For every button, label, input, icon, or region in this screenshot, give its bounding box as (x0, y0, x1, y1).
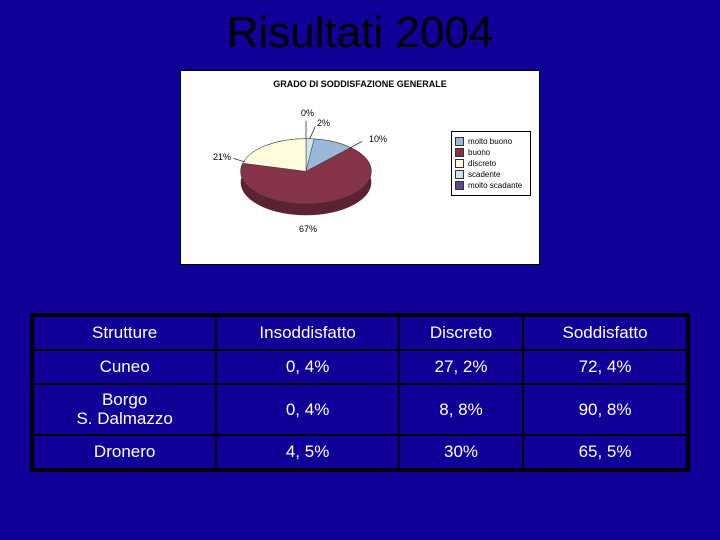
cell-value: 90, 8% (523, 384, 688, 435)
legend-swatch-icon (455, 181, 464, 190)
results-table-container: Strutture Insoddisfatto Discreto Soddisf… (30, 313, 690, 472)
cell-value: 72, 4% (523, 350, 688, 384)
cell-struttura: Dronero (32, 435, 216, 470)
pie-chart-panel: GRADO DI SODDISFAZIONE GENERALE 0% 2% 10… (180, 70, 540, 265)
col-soddisfatto: Soddisfatto (523, 315, 688, 350)
table-header-row: Strutture Insoddisfatto Discreto Soddisf… (32, 315, 688, 350)
cell-value: 65, 5% (523, 435, 688, 470)
legend-item: scadente (455, 170, 527, 179)
legend-swatch-icon (455, 148, 464, 157)
legend-item: molto buono (455, 137, 527, 146)
table-row: BorgoS. Dalmazzo 0, 4% 8, 8% 90, 8% (32, 384, 688, 435)
cell-struttura: Cuneo (32, 350, 216, 384)
col-discreto: Discreto (399, 315, 523, 350)
cell-value: 0, 4% (216, 384, 399, 435)
legend-label: discreto (468, 159, 496, 168)
chart-legend: molto buono buono discreto scadente molt… (451, 131, 531, 196)
chart-title: GRADO DI SODDISFAZIONE GENERALE (181, 71, 539, 89)
col-strutture: Strutture (32, 315, 216, 350)
slice-label-discreto: 21% (213, 152, 231, 162)
legend-swatch-icon (455, 159, 464, 168)
page-title: Risultati 2004 (0, 0, 720, 58)
legend-item: buono (455, 148, 527, 157)
legend-swatch-icon (455, 170, 464, 179)
legend-label: buono (468, 148, 490, 157)
table-row: Dronero 4, 5% 30% 65, 5% (32, 435, 688, 470)
legend-item: molto scadante (455, 181, 527, 190)
slice-label-buono: 67% (299, 224, 317, 234)
slice-label-molto-scadante: 0% (301, 108, 314, 118)
slice-label-molto-buono: 10% (369, 134, 387, 144)
legend-item: discreto (455, 159, 527, 168)
cell-value: 27, 2% (399, 350, 523, 384)
col-insoddisfatto: Insoddisfatto (216, 315, 399, 350)
legend-label: molto scadante (468, 181, 522, 190)
results-table: Strutture Insoddisfatto Discreto Soddisf… (30, 313, 690, 472)
table-row: Cuneo 0, 4% 27, 2% 72, 4% (32, 350, 688, 384)
legend-swatch-icon (455, 137, 464, 146)
legend-label: molto buono (468, 137, 512, 146)
cell-value: 8, 8% (399, 384, 523, 435)
slice-label-scadente: 2% (317, 118, 330, 128)
pie-chart: 0% 2% 10% 21% 67% (211, 106, 401, 246)
legend-label: scadente (468, 170, 500, 179)
cell-value: 0, 4% (216, 350, 399, 384)
cell-value: 30% (399, 435, 523, 470)
cell-struttura: BorgoS. Dalmazzo (32, 384, 216, 435)
cell-value: 4, 5% (216, 435, 399, 470)
